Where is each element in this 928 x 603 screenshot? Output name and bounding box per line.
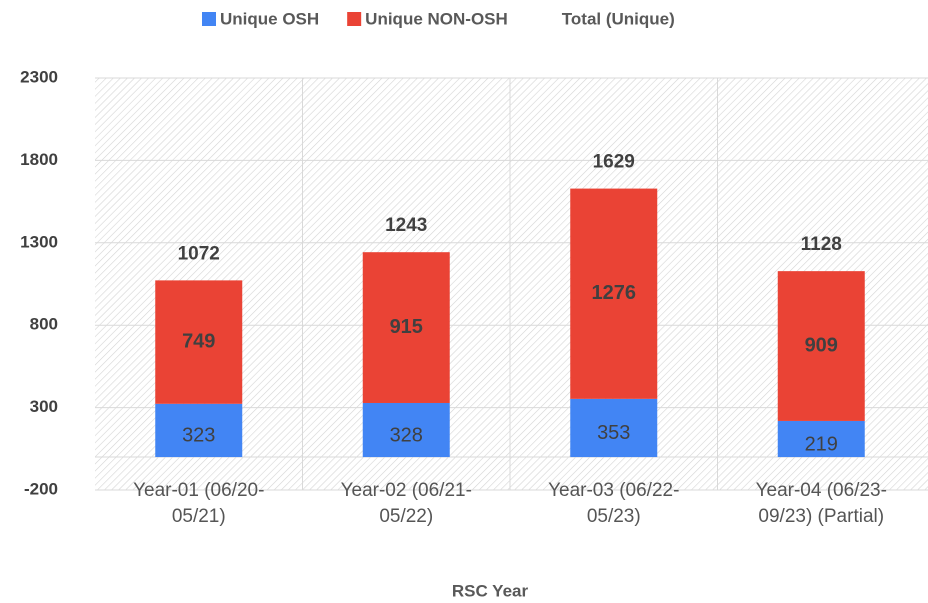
x-tick-label: Year-01 (06/20-05/21) bbox=[133, 480, 265, 527]
bar-segment bbox=[362, 402, 450, 458]
legend-swatch bbox=[347, 12, 362, 26]
bar-segment bbox=[570, 188, 658, 399]
data-label: 915 bbox=[390, 316, 423, 338]
legend-label: Unique NON-OSH bbox=[365, 9, 508, 28]
total-label: 1243 bbox=[385, 215, 427, 236]
total-label: 1072 bbox=[178, 243, 220, 264]
data-label: 353 bbox=[597, 422, 630, 444]
total-label: 1128 bbox=[801, 234, 842, 255]
data-label: 328 bbox=[390, 424, 423, 446]
y-tick-label: -200 bbox=[24, 479, 58, 498]
data-label: 1276 bbox=[592, 282, 637, 304]
y-tick-label: 1800 bbox=[20, 150, 58, 169]
y-tick-label: 1300 bbox=[20, 232, 58, 251]
bar-segment bbox=[777, 271, 865, 421]
bar-segment bbox=[155, 403, 243, 458]
x-tick-label: Year-03 (06/22-05/23) bbox=[548, 480, 680, 527]
x-tick-label: Year-04 (06/23-09/23) (Partial) bbox=[755, 480, 887, 527]
x-axis-label: RSC Year bbox=[452, 581, 529, 600]
bar-segment bbox=[362, 252, 450, 403]
bar-segment bbox=[155, 280, 243, 404]
legend-label: Unique OSH bbox=[220, 9, 319, 28]
total-label: 1629 bbox=[593, 152, 635, 173]
legend-swatch bbox=[202, 12, 216, 26]
data-label: 909 bbox=[805, 334, 838, 356]
y-tick-label: 800 bbox=[30, 315, 58, 334]
data-label: 323 bbox=[182, 425, 215, 447]
bar-segment bbox=[777, 420, 865, 458]
x-tick-label: Year-02 (06/21-05/22) bbox=[340, 480, 472, 527]
bar-segment bbox=[570, 398, 658, 458]
y-tick-label: 2300 bbox=[20, 67, 58, 86]
y-tick-label: 300 bbox=[30, 397, 58, 416]
legend-label: Total (Unique) bbox=[562, 9, 675, 28]
data-label: 219 bbox=[805, 433, 838, 455]
data-label: 749 bbox=[182, 330, 215, 352]
